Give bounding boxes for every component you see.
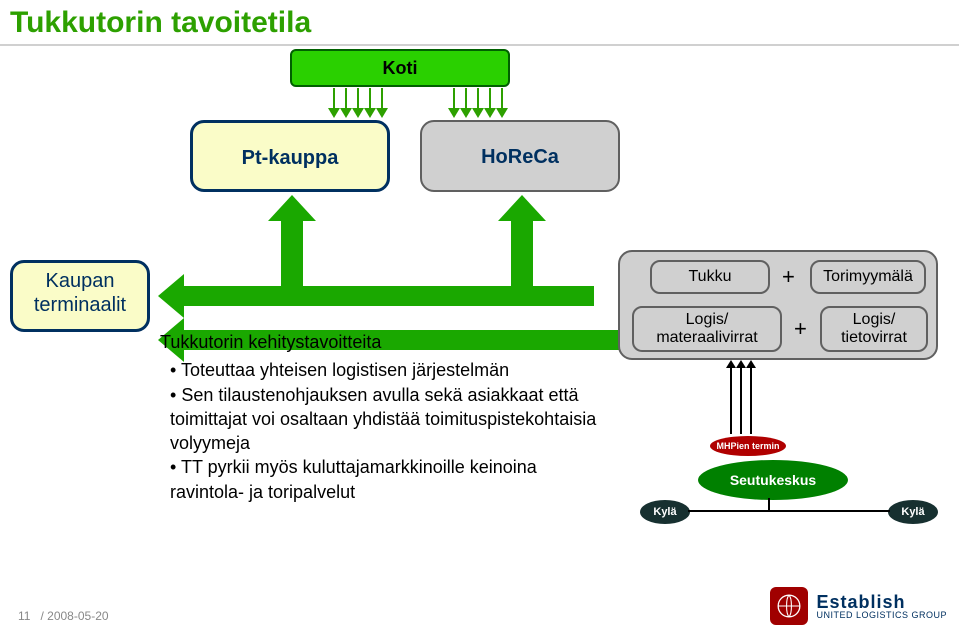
cell-logis-materaali: Logis/ materaalivirrat	[632, 306, 782, 352]
connect-line	[688, 510, 890, 512]
bullets-list: Toteuttaa yhteisen logistisen järjestelm…	[160, 358, 600, 504]
brand-logo: Establish UNITED LOGISTICS GROUP	[770, 587, 947, 625]
arrow-to-kaupan	[158, 274, 594, 318]
logtie-line1: Logis/	[853, 311, 896, 329]
plus-bottom: +	[794, 316, 807, 342]
small-down-arrow	[498, 88, 506, 118]
small-down-arrow	[486, 88, 494, 118]
small-down-arrow	[474, 88, 482, 118]
page-title: Tukkutorin tavoitetila	[10, 6, 311, 40]
box-pt-kauppa: Pt-kauppa	[190, 120, 390, 192]
logtie-line2: tietovirrat	[841, 329, 907, 347]
bullet-item: Toteuttaa yhteisen logistisen järjestelm…	[170, 358, 600, 382]
ellipse-mh: MHPien termin	[710, 436, 786, 456]
box-horeca: HoReCa	[420, 120, 620, 192]
kaupan-line2: terminaalit	[13, 293, 147, 317]
connect-stub	[768, 498, 770, 512]
logmat-line2: materaalivirrat	[656, 329, 757, 347]
logo-name: Establish	[816, 593, 947, 611]
small-down-arrow	[450, 88, 458, 118]
box-kaupan-terminaalit: Kaupan terminaalit	[10, 260, 150, 332]
bullets-block: Tukkutorin kehitystavoitteita Toteuttaa …	[160, 330, 600, 504]
thin-arrow-up	[750, 368, 752, 434]
ellipse-kyla-right: Kylä	[888, 500, 938, 524]
footer-page: 11	[18, 609, 30, 623]
box-koti: Koti	[290, 49, 510, 87]
seutu-cluster: MHPien termin Seutukeskus Kylä Kylä	[640, 430, 940, 560]
bullet-item: TT pyrkii myös kuluttajamarkkinoille kei…	[170, 455, 600, 504]
logo-text: Establish UNITED LOGISTICS GROUP	[816, 593, 947, 620]
small-down-arrow	[366, 88, 374, 118]
small-down-arrow	[342, 88, 350, 118]
small-down-arrow	[378, 88, 386, 118]
cell-tukku: Tukku	[650, 260, 770, 294]
cluster-box: Tukku Torimyymälä Logis/ materaalivirrat…	[618, 250, 938, 360]
bullets-lead: Tukkutorin kehitystavoitteita	[160, 330, 600, 354]
plus-top: +	[782, 264, 795, 290]
cell-logis-tieto: Logis/ tietovirrat	[820, 306, 928, 352]
small-down-arrow	[354, 88, 362, 118]
thin-arrow-up	[730, 368, 732, 434]
title-underline	[0, 44, 959, 46]
footer-date: 2008-05-20	[47, 609, 108, 623]
small-down-arrow	[330, 88, 338, 118]
thin-arrow-up	[740, 368, 742, 434]
ellipse-seutukeskus: Seutukeskus	[698, 460, 848, 500]
logo-tagline: UNITED LOGISTICS GROUP	[816, 611, 947, 620]
cell-torimyymala: Torimyymälä	[810, 260, 926, 294]
bullet-item: Sen tilaustenohjauksen avulla sekä asiak…	[170, 383, 600, 456]
logmat-line1: Logis/	[686, 311, 729, 329]
footer: 11 / 2008-05-20	[18, 609, 109, 623]
small-down-arrow	[462, 88, 470, 118]
kaupan-line1: Kaupan	[13, 269, 147, 293]
logo-mark-icon	[770, 587, 808, 625]
ellipse-kyla-left: Kylä	[640, 500, 690, 524]
